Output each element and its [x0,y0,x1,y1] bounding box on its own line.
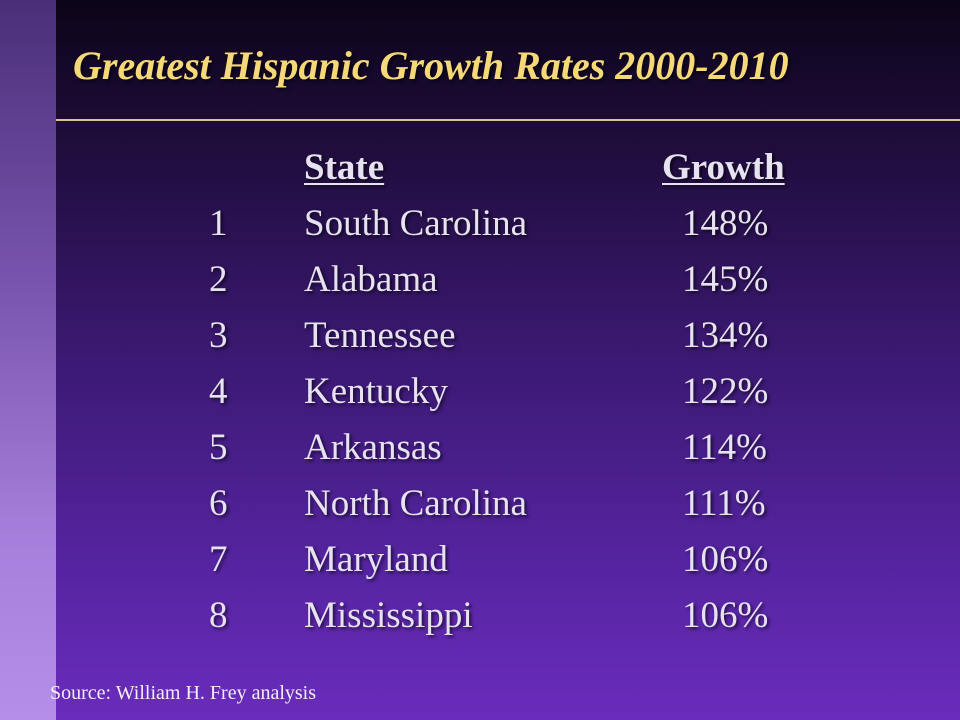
state-cell: Mississippi [304,595,473,636]
table-row: 1 South Carolina 148% [0,196,960,252]
source-note: Source: William H. Frey analysis [50,682,317,704]
state-cell: Maryland [304,539,448,580]
rank-cell: 1 [209,203,228,244]
state-cell: North Carolina [304,483,527,524]
growth-cell: 111% [682,483,766,524]
table-row: 2 Alabama 145% [0,252,960,308]
column-header-state: State [304,147,385,188]
growth-cell: 145% [682,259,769,300]
rank-cell: 4 [209,371,228,412]
rank-cell: 3 [209,315,228,356]
rank-cell: 2 [209,259,228,300]
rank-cell: 7 [209,539,228,580]
growth-cell: 148% [682,203,769,244]
table-row: 3 Tennessee 134% [0,308,960,364]
table-header-row: State Growth [0,140,960,196]
state-cell: Arkansas [304,427,442,468]
growth-cell: 106% [682,595,769,636]
title-divider [56,119,960,121]
state-cell: Alabama [304,259,438,300]
state-cell: South Carolina [304,203,528,244]
state-cell: Tennessee [304,315,456,356]
table-row: 8 Mississippi 106% [0,588,960,644]
table-row: 5 Arkansas 114% [0,420,960,476]
slide-title: Greatest Hispanic Growth Rates 2000-2010 [73,43,789,88]
rank-cell: 8 [209,595,228,636]
growth-cell: 106% [682,539,769,580]
rank-cell: 6 [209,483,228,524]
state-cell: Kentucky [304,371,448,412]
growth-cell: 134% [682,315,769,356]
table-row: 6 North Carolina 111% [0,476,960,532]
growth-table: State Growth 1 South Carolina 148% 2 Ala… [0,140,960,644]
growth-cell: 122% [682,371,769,412]
rank-cell: 5 [209,427,228,468]
growth-cell: 114% [682,427,767,468]
column-header-growth: Growth [662,147,785,188]
left-accent-bar [0,0,56,720]
table-row: 7 Maryland 106% [0,532,960,588]
table-row: 4 Kentucky 122% [0,364,960,420]
